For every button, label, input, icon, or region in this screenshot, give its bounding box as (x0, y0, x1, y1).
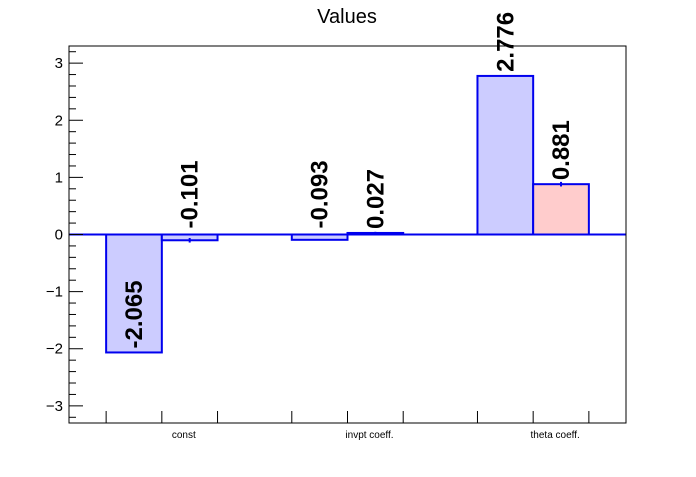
bar (532, 183, 590, 236)
y-tick-label: −3 (46, 398, 63, 415)
y-tick-label: 2 (55, 112, 63, 129)
x-category-label: const (172, 430, 196, 441)
y-tick-label: −2 (46, 341, 63, 358)
chart-title: Values (317, 6, 377, 28)
y-tick-label: −1 (46, 284, 63, 301)
bar (105, 233, 163, 354)
y-tick-label: 0 (55, 227, 63, 244)
bar-value-label: 2.776 (492, 12, 519, 72)
bar-value-label: -2.065 (121, 280, 148, 348)
x-category-label: invpt coeff. (345, 430, 393, 441)
bar (476, 74, 535, 236)
y-tick-label: 3 (55, 55, 63, 72)
bar-value-label: -0.093 (307, 160, 334, 228)
bar-value-label: 0.027 (362, 169, 389, 229)
plot-frame (68, 45, 627, 424)
bar-value-label: -0.101 (177, 160, 204, 228)
bar-value-label: 0.881 (548, 120, 575, 180)
chart-marks: -2.065 -0.101 -0.093 0.027 2.776 0.881 −3 −2 −1 0… (46, 12, 626, 441)
y-tick-label: 1 (55, 169, 63, 186)
x-category-label: theta coeff. (531, 430, 580, 441)
